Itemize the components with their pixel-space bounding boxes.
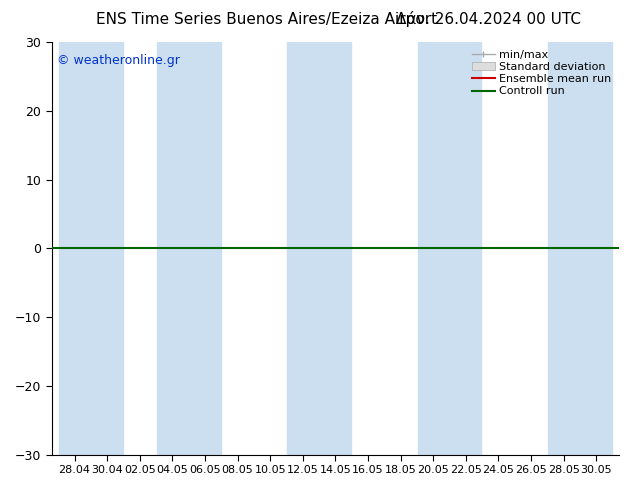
Legend: min/max, Standard deviation, Ensemble mean run, Controll run: min/max, Standard deviation, Ensemble me…	[470, 48, 614, 98]
Text: © weatheronline.gr: © weatheronline.gr	[58, 54, 180, 68]
Bar	[157, 42, 221, 455]
Bar	[418, 42, 481, 455]
Text: Δάν. 26.04.2024 00 UTC: Δάν. 26.04.2024 00 UTC	[396, 12, 581, 27]
Text: ENS Time Series Buenos Aires/Ezeiza Airport: ENS Time Series Buenos Aires/Ezeiza Airp…	[96, 12, 437, 27]
Bar	[548, 42, 612, 455]
Bar	[287, 42, 351, 455]
Bar	[59, 42, 123, 455]
